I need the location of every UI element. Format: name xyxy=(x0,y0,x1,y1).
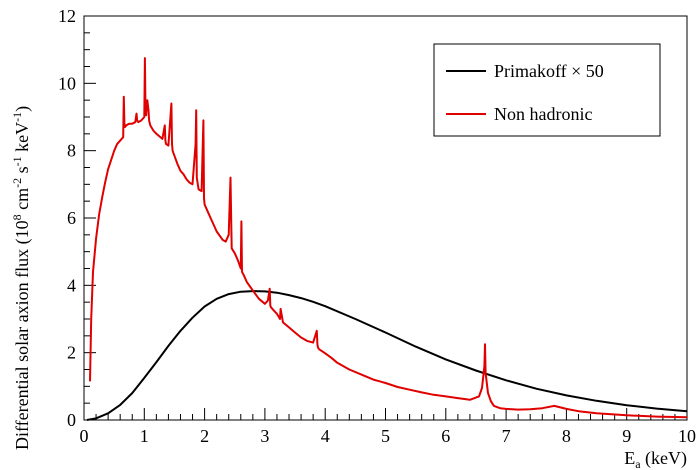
legend-box xyxy=(433,43,661,137)
x-tick-label: 9 xyxy=(622,426,631,446)
x-tick-label: 7 xyxy=(502,426,511,446)
x-tick-label: 5 xyxy=(381,426,390,446)
y-tick-label: 4 xyxy=(67,275,76,295)
y-tick-label: 6 xyxy=(67,208,76,228)
y-tick-label: 10 xyxy=(58,73,76,93)
x-tick-label: 0 xyxy=(80,426,89,446)
y-axis-title: Differential solar axion flux (108 cm-2 … xyxy=(10,106,33,450)
legend-label-primakoff: Primakoff × 50 xyxy=(494,61,604,81)
series-primakoff-line xyxy=(86,290,688,421)
legend-label-non-hadronic: Non hadronic xyxy=(494,104,592,124)
y-tick-label: 2 xyxy=(67,343,76,363)
x-tick-label: 2 xyxy=(200,426,209,446)
y-tick-label: 12 xyxy=(58,6,76,26)
x-tick-label: 4 xyxy=(321,426,330,446)
x-axis-title: Ea (keV) xyxy=(624,448,687,470)
y-tick-label: 0 xyxy=(67,410,76,430)
legend: Primakoff × 50 Non hadronic xyxy=(433,43,661,137)
series-non-hadronic-line xyxy=(89,57,688,419)
y-tick-label: 8 xyxy=(67,141,76,161)
x-tick-label: 6 xyxy=(441,426,450,446)
x-tick-label: 10 xyxy=(678,426,696,446)
x-tick-label: 3 xyxy=(260,426,269,446)
x-tick-label: 8 xyxy=(562,426,571,446)
x-tick-label: 1 xyxy=(140,426,149,446)
